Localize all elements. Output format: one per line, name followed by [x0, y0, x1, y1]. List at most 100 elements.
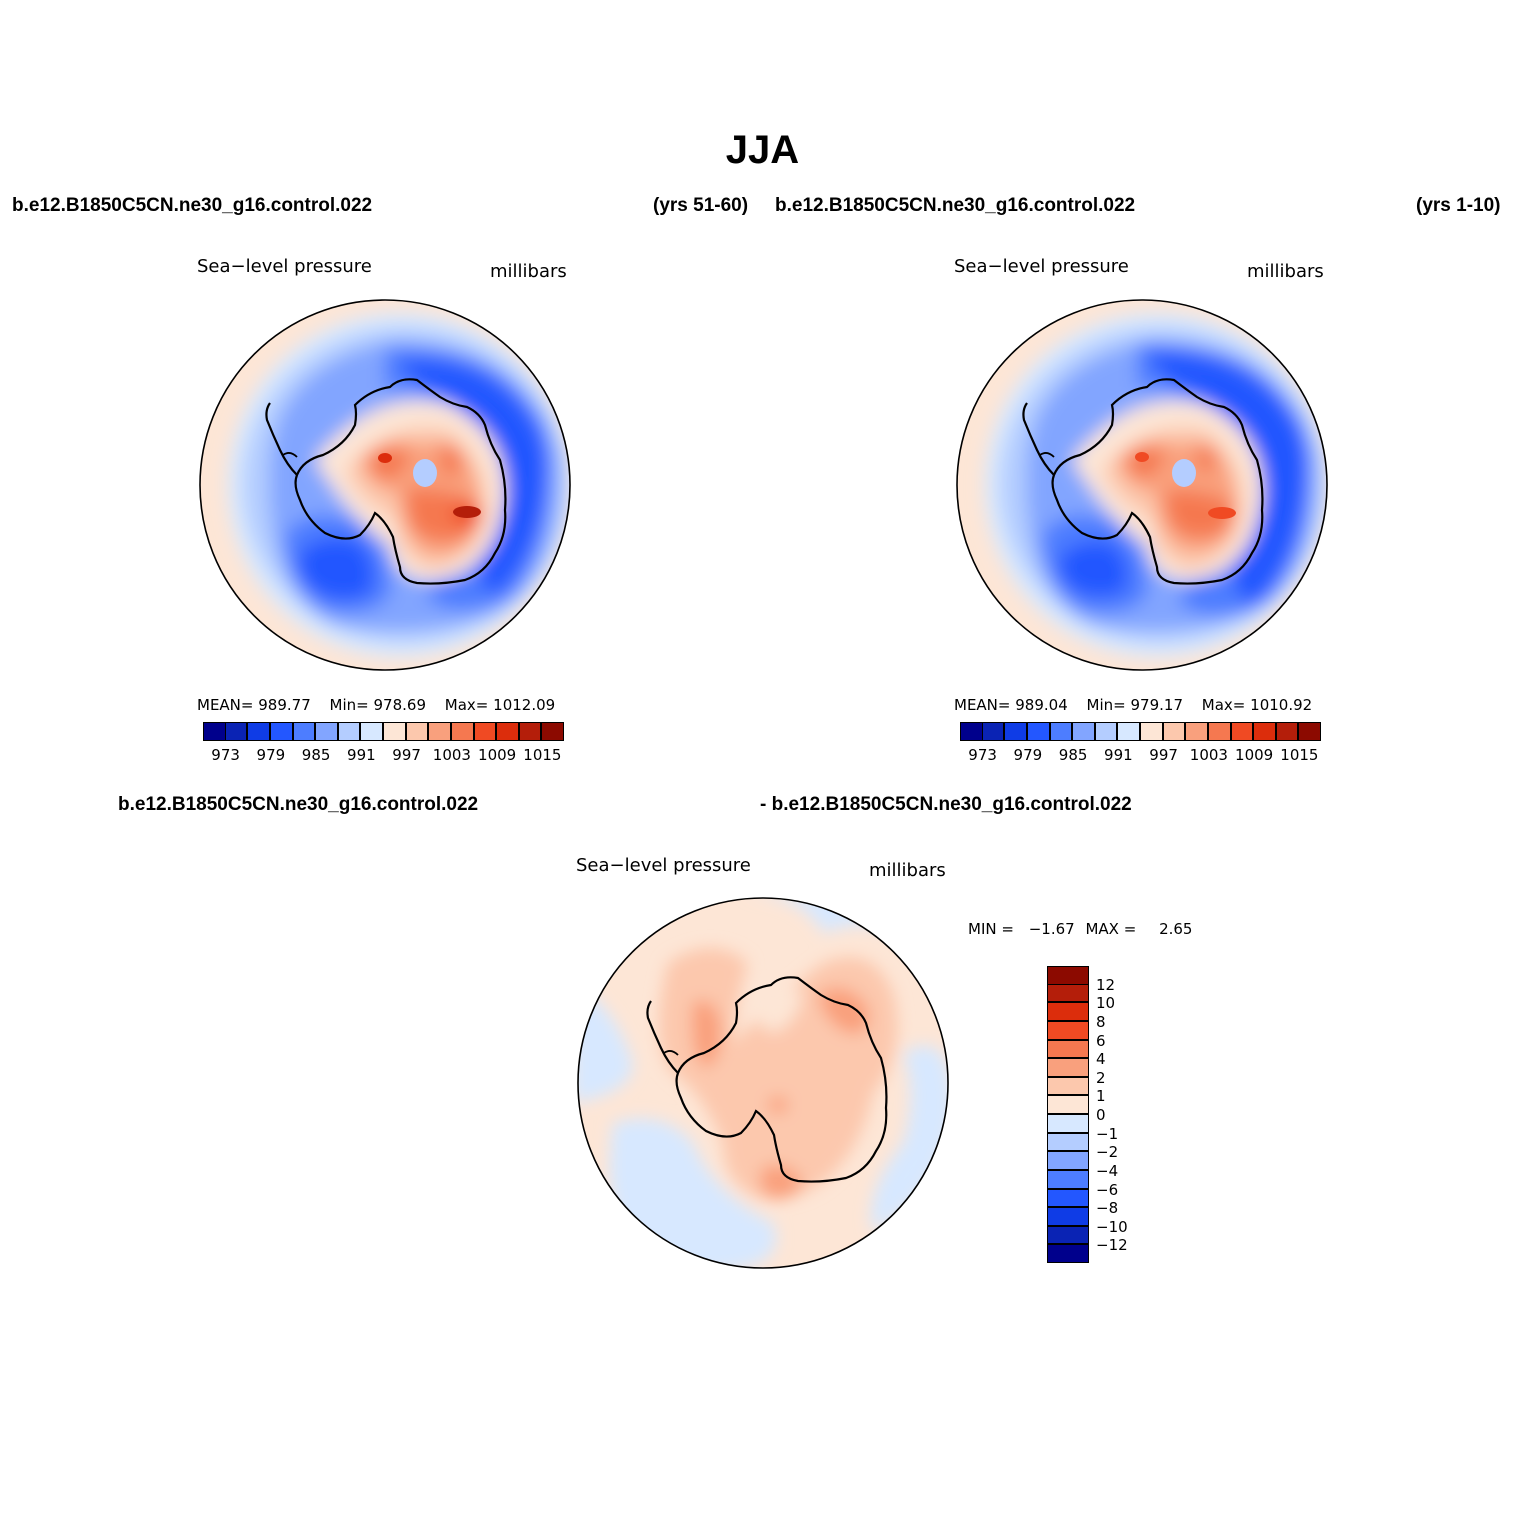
- colorbar-swatch: [1275, 722, 1299, 741]
- diff-min-value: −1.67: [1028, 920, 1075, 938]
- antarctic-peninsula-coast: [265, 402, 298, 476]
- panel-b-max-label: Max=: [1201, 696, 1246, 714]
- panel-b-map: [956, 299, 1328, 671]
- colorbar-swatch: [450, 722, 474, 741]
- panel-a-variable-label: Sea−level pressure: [197, 256, 372, 277]
- colorbar-swatch: [405, 722, 429, 741]
- colorbar-tick-label: 997: [392, 746, 421, 764]
- panel-a-max-value: 1012.09: [493, 696, 556, 714]
- colorbar-swatch: [269, 722, 293, 741]
- diff-case-left-label: b.e12.B1850C5CN.ne30_g16.control.022: [118, 794, 479, 815]
- panel-a-min-value: 978.69: [373, 696, 427, 714]
- panel-b-units-label: millibars: [1247, 261, 1324, 282]
- colorbar-swatch: [1047, 1207, 1089, 1226]
- colorbar-tick-label: −1: [1096, 1124, 1119, 1143]
- panel-a-case-label: b.e12.B1850C5CN.ne30_g16.control.022: [12, 195, 373, 216]
- diff-case-right-label: - b.e12.B1850C5CN.ne30_g16.control.022: [760, 794, 1132, 815]
- antarctica-coastline: [294, 378, 507, 585]
- panel-a-stats: MEAN= 989.77 Min= 978.69 Max= 1012.09: [197, 696, 555, 714]
- colorbar-swatch: [1047, 1188, 1089, 1208]
- colorbar-tick-label: −10: [1096, 1217, 1128, 1236]
- island-outline: [1039, 452, 1055, 458]
- colorbar-swatch: [1140, 722, 1163, 741]
- panel-b-min-label: Min=: [1086, 696, 1126, 714]
- colorbar-swatch: [1117, 722, 1140, 741]
- colorbar-tick-label: 991: [1104, 746, 1133, 764]
- colorbar-swatch: [337, 722, 361, 741]
- colorbar-tick-label: 985: [301, 746, 331, 764]
- panel-b-stats: MEAN= 989.04 Min= 979.17 Max= 1010.92: [954, 696, 1312, 714]
- panel-b-mean-value: 989.04: [1015, 696, 1068, 714]
- colorbar-swatch: [203, 722, 226, 741]
- panel-b-case-label: b.e12.B1850C5CN.ne30_g16.control.022: [775, 195, 1136, 216]
- contour-band-979a: [1147, 352, 1308, 605]
- diff-map: [577, 897, 949, 1269]
- map-boundary-circle: [577, 897, 949, 1269]
- panel-a-colorbar-ticks: 973 979 985 991 997 1003 1009 1015: [203, 746, 565, 766]
- panel-a-mean-label: MEAN=: [197, 696, 254, 714]
- colorbar-tick-label: 1009: [478, 746, 517, 764]
- colorbar-tick-label: 997: [1149, 746, 1178, 764]
- colorbar-swatch: [1072, 722, 1095, 741]
- colorbar-swatch: [1047, 1225, 1089, 1245]
- contour-band-0-1-interior: [748, 988, 803, 1033]
- colorbar-swatch: [981, 722, 1005, 741]
- diff-units-label: millibars: [869, 860, 946, 881]
- colorbar-swatch: [1047, 1076, 1089, 1096]
- island-outline: [663, 1050, 679, 1056]
- colorbar-swatch: [383, 722, 406, 741]
- colorbar-swatch: [247, 722, 270, 741]
- panel-a-max-label: Max=: [444, 696, 489, 714]
- colorbar-swatch: [1047, 1020, 1089, 1040]
- colorbar-swatch: [1047, 1244, 1089, 1263]
- colorbar-tick-label: 4: [1096, 1050, 1106, 1069]
- colorbar-swatch: [1047, 1132, 1089, 1152]
- contour-band-1006b: [405, 489, 481, 541]
- colorbar-swatch: [1047, 1039, 1089, 1059]
- colorbar-swatch: [1047, 1095, 1089, 1114]
- colorbar-tick-label: 991: [347, 746, 376, 764]
- colorbar-tick-label: 979: [1013, 746, 1043, 764]
- colorbar-swatch: [1207, 722, 1231, 741]
- contour-band-1009-west: [378, 453, 392, 463]
- colorbar-swatch: [1230, 722, 1254, 741]
- antarctica-coastline: [675, 976, 888, 1183]
- colorbar-tick-label: 1: [1096, 1087, 1106, 1106]
- panel-b-years-label: (yrs 1-10): [1416, 195, 1501, 216]
- colorbar-tick-label: −12: [1096, 1236, 1128, 1255]
- panel-a-map: [199, 299, 571, 671]
- contour-band-2-4-a: [691, 1000, 722, 1068]
- panel-b-colorbar-ticks: 973 979 985 991 997 1003 1009 1015: [960, 746, 1322, 766]
- colorbar-tick-label: 1009: [1235, 746, 1274, 764]
- panel-b-variable-label: Sea−level pressure: [954, 256, 1129, 277]
- colorbar-swatch: [1047, 1058, 1089, 1077]
- colorbar-swatch: [315, 722, 338, 741]
- colorbar-swatch: [1047, 1151, 1089, 1170]
- colorbar-tick-label: 979: [256, 746, 286, 764]
- map-boundary-circle: [956, 299, 1328, 671]
- contour-band-1006c: [1197, 444, 1217, 472]
- colorbar-swatch: [1047, 1114, 1089, 1133]
- diff-variable-label: Sea−level pressure: [576, 855, 751, 876]
- antarctic-peninsula-coast: [1022, 402, 1055, 476]
- colorbar-swatch: [1253, 722, 1276, 741]
- colorbar-swatch: [428, 722, 451, 741]
- colorbar-tick-label: 12: [1096, 975, 1116, 994]
- colorbar-tick-label: 985: [1058, 746, 1088, 764]
- contour-band-1009-west: [1135, 452, 1149, 462]
- contour-band-988-hole: [413, 459, 437, 487]
- colorbar-tick-label: 10: [1096, 994, 1116, 1013]
- colorbar-swatch: [473, 722, 497, 741]
- contour-band-985c: [1037, 385, 1127, 440]
- colorbar-tick-label: 973: [211, 746, 240, 764]
- diff-stats: MIN = −1.67 MAX = 2.65: [968, 920, 1192, 938]
- colorbar-swatch: [1047, 1169, 1089, 1189]
- colorbar-swatch: [1049, 722, 1073, 741]
- diff-max-value: 2.65: [1159, 920, 1193, 938]
- colorbar-swatch: [1004, 722, 1027, 741]
- colorbar-swatch: [224, 722, 248, 741]
- diff-min-label: MIN =: [968, 920, 1014, 938]
- panel-b-mean-label: MEAN=: [954, 696, 1011, 714]
- contour-band-2-4-d: [768, 1097, 788, 1113]
